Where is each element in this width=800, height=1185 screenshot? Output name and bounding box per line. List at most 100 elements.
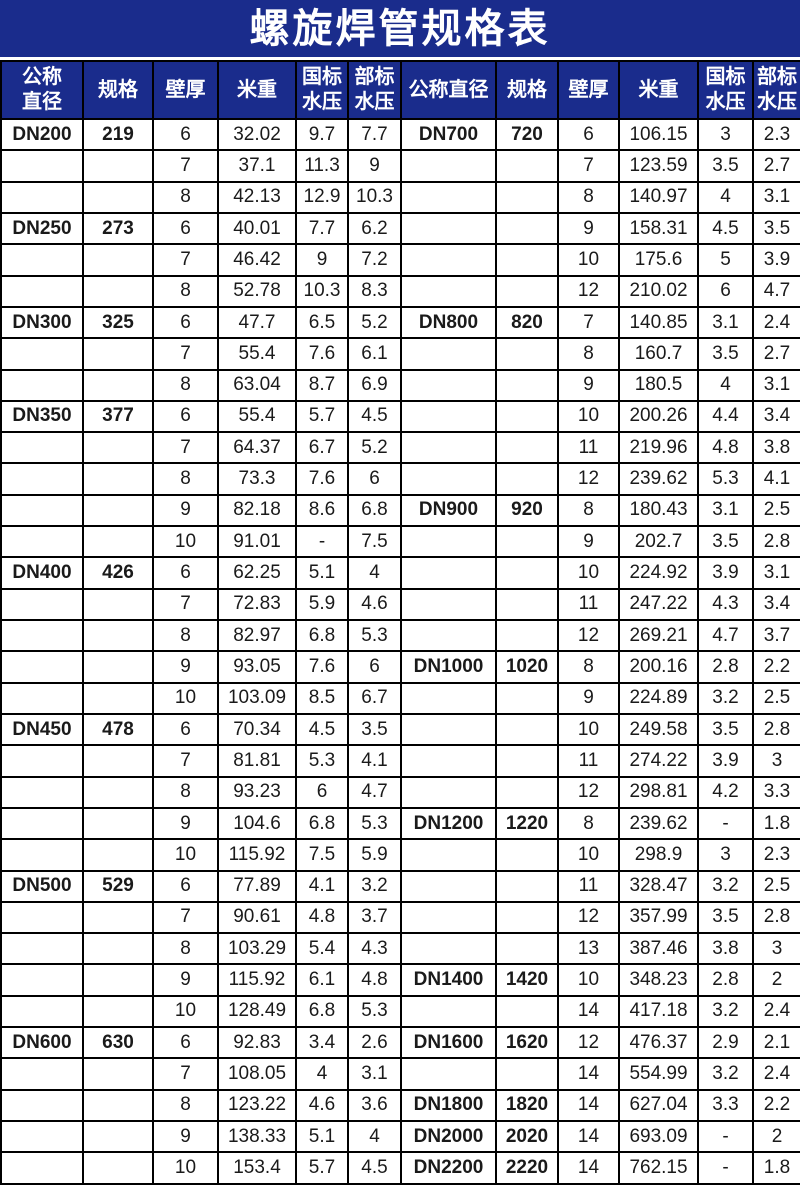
cell-gb-pressure-right: 4 — [697, 368, 754, 402]
cell-bb-pressure-right: 2.4 — [752, 994, 800, 1029]
cell-nominal-diameter-right — [400, 462, 497, 496]
cell-gb-pressure-left: 5.7 — [295, 399, 349, 434]
cell-wall-thickness-right: 9 — [557, 681, 620, 715]
table-row: 7 108.05 4 3.1 14 554.99 3.2 2.4 — [0, 1057, 800, 1091]
cell-gb-pressure-left: 6.1 — [295, 963, 349, 997]
cell-bb-pressure-right: 1.8 — [752, 1151, 800, 1185]
cell-nominal-diameter-right — [400, 368, 497, 402]
cell-spec-right — [495, 243, 559, 277]
cell-nominal-diameter-left — [0, 587, 84, 622]
cell-spec-right — [495, 525, 559, 559]
cell-gb-pressure-left: 6.5 — [295, 305, 349, 340]
cell-gb-pressure-right: 3.1 — [697, 493, 754, 528]
cell-wall-thickness-left: 6 — [152, 1026, 219, 1060]
cell-spec-right — [495, 618, 559, 653]
cell-nominal-diameter-right: DN1400 — [400, 963, 497, 997]
table-row: 10 91.01-7.5 9 202.7 3.5 2.8 — [0, 525, 800, 559]
table-row: 8 52.78 10.3 8.3 12 210.02 6 4.7 — [0, 274, 800, 308]
cell-nominal-diameter-left — [0, 1088, 84, 1123]
cell-meter-weight-left: 91.01 — [217, 525, 297, 559]
cell-wall-thickness-left: 9 — [152, 963, 219, 997]
header-wall-thickness-right: 壁厚 — [557, 60, 620, 120]
cell-bb-pressure-left: 6 — [347, 650, 402, 684]
table-row: 7 72.83 5.9 4.6 11 247.22 4.3 3.4 — [0, 587, 800, 622]
cell-meter-weight-right: 202.7 — [618, 525, 699, 559]
cell-gb-pressure-left: 8.7 — [295, 368, 349, 402]
table-row: DN300 325 6 47.7 6.5 5.2 DN800 820 7 140.85 3.1 2.4 — [0, 305, 800, 340]
cell-meter-weight-right: 175.6 — [618, 243, 699, 277]
cell-bb-pressure-left: 6.7 — [347, 681, 402, 715]
cell-bb-pressure-left: 3.7 — [347, 900, 402, 935]
cell-gb-pressure-right: 3 — [697, 838, 754, 872]
cell-nominal-diameter-right: DN900 — [400, 493, 497, 528]
cell-meter-weight-right: 274.22 — [618, 744, 699, 778]
cell-spec-right: 1620 — [495, 1026, 559, 1060]
cell-meter-weight-right: 224.89 — [618, 681, 699, 715]
cell-nominal-diameter-left — [0, 274, 84, 308]
cell-wall-thickness-right: 11 — [557, 431, 620, 465]
cell-meter-weight-left: 62.25 — [217, 556, 297, 590]
cell-meter-weight-left: 108.05 — [217, 1057, 297, 1091]
cell-gb-pressure-left: 7.7 — [295, 211, 349, 246]
cell-meter-weight-left: 37.1 — [217, 149, 297, 183]
cell-meter-weight-left: 90.61 — [217, 900, 297, 935]
table-row: 9 115.92 6.1 4.8 DN1400 1420 10 348.23 2.8 2 — [0, 963, 800, 997]
cell-wall-thickness-left: 7 — [152, 587, 219, 622]
cell-nominal-diameter-right: DN1200 — [400, 806, 497, 841]
table-row: 7 46.42 9 7.2 10 175.6 5 3.9 — [0, 243, 800, 277]
cell-spec-left: 529 — [82, 869, 154, 903]
cell-meter-weight-left: 153.4 — [217, 1151, 297, 1185]
cell-meter-weight-left: 123.22 — [217, 1088, 297, 1123]
cell-gb-pressure-left: 7.6 — [295, 650, 349, 684]
cell-gb-pressure-left: - — [295, 525, 349, 559]
cell-meter-weight-right: 200.16 — [618, 650, 699, 684]
title-bar: 螺旋焊管规格表 — [0, 0, 800, 57]
cell-nominal-diameter-left — [0, 838, 84, 872]
cell-nominal-diameter-left: DN500 — [0, 869, 84, 903]
cell-wall-thickness-right: 8 — [557, 337, 620, 371]
cell-wall-thickness-right: 12 — [557, 775, 620, 809]
cell-bb-pressure-right: 2.8 — [752, 525, 800, 559]
cell-wall-thickness-left: 7 — [152, 900, 219, 935]
cell-gb-pressure-right: 3.2 — [697, 994, 754, 1029]
cell-spec-right — [495, 337, 559, 371]
cell-gb-pressure-left: 4.5 — [295, 712, 349, 747]
header-bb-pressure-left: 部标 水压 — [347, 60, 402, 120]
cell-meter-weight-right: 210.02 — [618, 274, 699, 308]
cell-spec-left — [82, 368, 154, 402]
cell-nominal-diameter-right — [400, 712, 497, 747]
cell-bb-pressure-right: 3.1 — [752, 180, 800, 214]
cell-gb-pressure-left: 6.8 — [295, 994, 349, 1029]
table-row: 8 63.04 8.7 6.9 9 180.5 4 3.1 — [0, 368, 800, 402]
cell-meter-weight-left: 55.4 — [217, 337, 297, 371]
cell-nominal-diameter-left — [0, 775, 84, 809]
header-nominal-diameter-right: 公称直径 — [400, 60, 497, 120]
cell-bb-pressure-left: 6.2 — [347, 211, 402, 246]
cell-wall-thickness-left: 7 — [152, 337, 219, 371]
cell-wall-thickness-left: 9 — [152, 650, 219, 684]
table-row: DN600 630 6 92.83 3.4 2.6 DN1600 1620 12 476.37 2.… — [0, 1026, 800, 1060]
cell-meter-weight-right: 140.97 — [618, 180, 699, 214]
cell-meter-weight-right: 219.96 — [618, 431, 699, 465]
cell-meter-weight-right: 298.9 — [618, 838, 699, 872]
cell-gb-pressure-left: 11.3 — [295, 149, 349, 183]
cell-bb-pressure-left: 5.2 — [347, 305, 402, 340]
cell-gb-pressure-right: 4.8 — [697, 431, 754, 465]
cell-gb-pressure-left: 4.8 — [295, 900, 349, 935]
cell-bb-pressure-left: 4 — [347, 1119, 402, 1154]
cell-wall-thickness-left: 7 — [152, 1057, 219, 1091]
cell-bb-pressure-right: 3.8 — [752, 431, 800, 465]
cell-meter-weight-right: 357.99 — [618, 900, 699, 935]
cell-gb-pressure-left: 5.3 — [295, 744, 349, 778]
cell-meter-weight-right: 180.5 — [618, 368, 699, 402]
cell-nominal-diameter-left — [0, 650, 84, 684]
cell-wall-thickness-left: 9 — [152, 493, 219, 528]
cell-wall-thickness-right: 12 — [557, 618, 620, 653]
cell-bb-pressure-right: 2.4 — [752, 1057, 800, 1091]
cell-gb-pressure-left: 9.7 — [295, 117, 349, 152]
table-row: 9 138.33 5.1 4 DN2000 2020 14 693.09-2 — [0, 1119, 800, 1154]
cell-meter-weight-right: 476.37 — [618, 1026, 699, 1060]
table-row: DN200 219 6 32.02 9.7 7.7 DN700 720 6 106.15 3 2.3 — [0, 117, 800, 152]
table-row: 10 128.49 6.8 5.3 14 417.18 3.2 2.4 — [0, 994, 800, 1029]
cell-bb-pressure-left: 7.2 — [347, 243, 402, 277]
